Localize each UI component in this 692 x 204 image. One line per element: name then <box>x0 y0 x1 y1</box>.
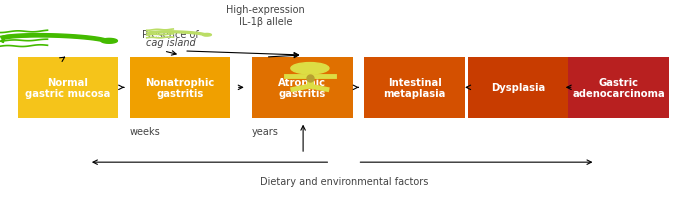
Text: High-expression
IL-1β allele: High-expression IL-1β allele <box>226 6 305 27</box>
FancyBboxPatch shape <box>129 58 230 118</box>
Text: Nonatrophic
gastritis: Nonatrophic gastritis <box>145 77 215 99</box>
FancyBboxPatch shape <box>568 58 669 118</box>
Text: Intestinal
metaplasia: Intestinal metaplasia <box>383 77 446 99</box>
Text: Atrophic
gastritis: Atrophic gastritis <box>278 77 327 99</box>
Circle shape <box>291 63 329 74</box>
Text: Dietary and environmental factors: Dietary and environmental factors <box>260 176 428 186</box>
Polygon shape <box>1 34 107 43</box>
Text: cag island: cag island <box>145 38 195 48</box>
FancyBboxPatch shape <box>364 58 465 118</box>
Polygon shape <box>101 39 118 44</box>
Text: weeks: weeks <box>129 126 161 136</box>
FancyBboxPatch shape <box>17 58 118 118</box>
Text: Normal
gastric mucosa: Normal gastric mucosa <box>25 77 111 99</box>
Polygon shape <box>203 34 211 37</box>
Text: Presence of: Presence of <box>142 30 199 40</box>
FancyBboxPatch shape <box>468 58 568 118</box>
FancyBboxPatch shape <box>252 58 353 118</box>
Polygon shape <box>148 32 206 37</box>
Text: Dysplasia: Dysplasia <box>491 83 545 93</box>
Text: years: years <box>252 126 279 136</box>
Text: Gastric
adenocarcinoma: Gastric adenocarcinoma <box>572 77 665 99</box>
